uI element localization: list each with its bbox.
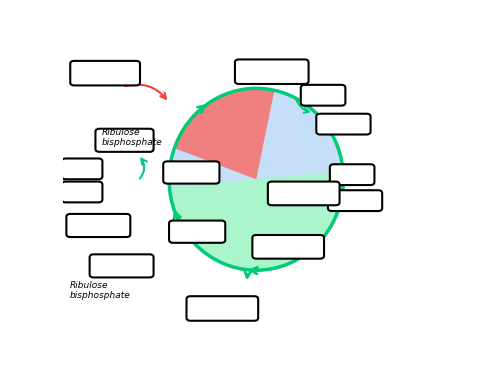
FancyBboxPatch shape	[252, 235, 324, 259]
FancyBboxPatch shape	[90, 254, 154, 278]
FancyBboxPatch shape	[301, 85, 346, 106]
FancyBboxPatch shape	[169, 220, 225, 243]
Text: Ribulose
bisphosphate: Ribulose bisphosphate	[70, 281, 130, 300]
FancyBboxPatch shape	[186, 296, 258, 321]
FancyBboxPatch shape	[163, 161, 220, 184]
FancyBboxPatch shape	[62, 159, 102, 179]
FancyBboxPatch shape	[316, 114, 370, 135]
FancyBboxPatch shape	[66, 214, 130, 237]
FancyBboxPatch shape	[330, 164, 374, 185]
FancyBboxPatch shape	[96, 129, 154, 152]
FancyBboxPatch shape	[328, 190, 382, 211]
Polygon shape	[170, 171, 344, 270]
FancyBboxPatch shape	[235, 59, 308, 84]
Text: Ribulose
bisphosphate: Ribulose bisphosphate	[101, 128, 162, 147]
FancyBboxPatch shape	[268, 182, 340, 205]
FancyBboxPatch shape	[70, 61, 140, 86]
Ellipse shape	[169, 88, 344, 270]
Polygon shape	[174, 88, 274, 179]
FancyBboxPatch shape	[62, 182, 102, 203]
